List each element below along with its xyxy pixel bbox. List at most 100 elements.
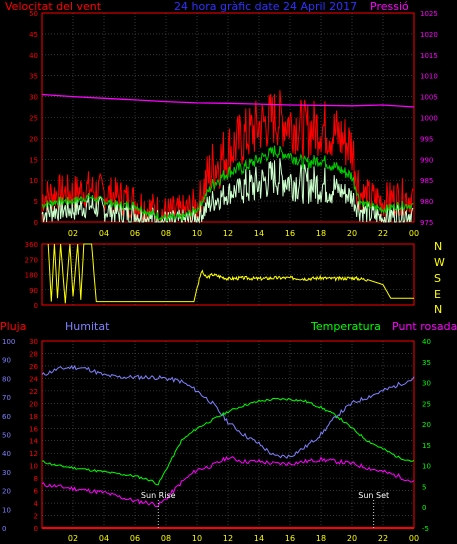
pressure-y-tick: 975	[420, 219, 433, 227]
wind-marks	[41, 90, 415, 224]
dewpoint-title: Punt rosada	[392, 320, 457, 333]
temperature-x-tick: 10	[192, 534, 202, 543]
temperature-x-tick: 00	[409, 534, 419, 543]
wind-y-tick: 0	[34, 219, 38, 227]
date-title: 24 hora gràfic date 24 April 2017	[174, 0, 357, 13]
temperature-x-tick: 18	[316, 534, 326, 543]
wind-x-tick: 04	[99, 229, 109, 238]
temperature-y-tick: 5	[422, 483, 426, 491]
humidity-title: Humitat	[65, 320, 110, 333]
wind-average-line	[41, 145, 414, 222]
wind-y-tick: 35	[29, 73, 38, 81]
rain-y-tick: 80	[2, 375, 11, 383]
humidity-y-tick: 18	[29, 413, 38, 421]
temperature-y-tick: 40	[422, 338, 431, 346]
temperature-x-tick: 14	[254, 534, 264, 543]
humidity-y-tick: 0	[34, 525, 38, 533]
temperature-x-tick: 02	[68, 534, 78, 543]
rain-y-tick: 10	[2, 506, 11, 514]
pressure-y-tick: 985	[420, 177, 433, 185]
direction-letter-n-bottom: N	[434, 303, 442, 316]
humidity-y-tick: 2	[34, 513, 38, 521]
wind-x-tick: 02	[68, 229, 78, 238]
wind-y-tick: 15	[29, 156, 38, 164]
rain-y-tick: 100	[2, 338, 15, 346]
sunset-label: Sun Set	[358, 491, 389, 500]
wind-y-tick: 40	[29, 52, 38, 60]
wind-x-tick: 06	[130, 229, 140, 238]
pressure-y-tick: 1020	[420, 31, 438, 39]
wind-y-tick: 45	[29, 31, 38, 39]
humidity-y-tick: 4	[34, 500, 39, 508]
wind-min-line	[41, 158, 414, 224]
humidity-y-tick: 26	[29, 363, 38, 371]
temperature-grid	[42, 341, 414, 528]
wind-x-tick: 22	[378, 229, 388, 238]
rain-title: Pluja	[0, 320, 26, 333]
direction-y-tick: 180	[25, 272, 38, 280]
temperature-y-tick: -5	[422, 525, 429, 533]
temperature-x-tick: 16	[285, 534, 295, 543]
direction-y-tick: 90	[29, 287, 38, 295]
pressure-y-tick: 1000	[420, 115, 438, 123]
tick-labels: 0510152025303540455097598098599099510001…	[2, 10, 438, 543]
direction-y-tick: 270	[25, 256, 38, 264]
direction-letter-s: S	[434, 272, 441, 285]
rain-y-tick: 60	[2, 413, 11, 421]
humidity-y-tick: 12	[29, 450, 38, 458]
wind-y-tick: 50	[29, 10, 38, 18]
humidity-y-tick: 10	[29, 463, 38, 471]
direction-grid	[42, 244, 414, 305]
temperature-y-tick: 10	[422, 463, 431, 471]
temperature-x-tick: 22	[378, 534, 388, 543]
wind-x-tick: 14	[254, 229, 264, 238]
temperature-y-tick: 35	[422, 359, 431, 367]
temperature-x-tick: 20	[347, 534, 357, 543]
humidity-y-tick: 22	[29, 388, 38, 396]
direction-marks	[47, 243, 414, 304]
temperature-y-tick: 0	[422, 504, 426, 512]
wind-y-tick: 30	[29, 94, 38, 102]
direction-y-tick: 0	[34, 302, 38, 310]
humidity-y-tick: 14	[29, 438, 38, 446]
pressure-line	[41, 93, 415, 108]
temperature-x-tick: 12	[223, 534, 233, 543]
humidity-y-tick: 16	[29, 425, 38, 433]
pressure-y-tick: 1015	[420, 52, 438, 60]
pressure-y-tick: 1005	[420, 94, 438, 102]
temperature-y-tick: 15	[422, 442, 431, 450]
humidity-y-tick: 28	[29, 350, 38, 358]
humidity-line	[41, 364, 415, 459]
temperature-y-tick: 30	[422, 380, 431, 388]
wind-x-tick: 10	[192, 229, 202, 238]
humidity-y-tick: 20	[29, 400, 38, 408]
temperature-y-tick: 25	[422, 400, 431, 408]
wind-y-tick: 20	[29, 135, 38, 143]
wind-x-tick: 08	[161, 229, 171, 238]
rain-y-tick: 30	[2, 469, 11, 477]
rain-y-tick: 70	[2, 394, 11, 402]
wind-title: Velocitat del vent	[5, 0, 102, 13]
dewpoint-line	[41, 455, 415, 508]
wind-direction-line	[47, 243, 414, 304]
rain-y-tick: 0	[2, 525, 6, 533]
temperature-marks: Sun Rise Sun Set	[41, 364, 415, 529]
wind-x-tick: 00	[409, 229, 419, 238]
pressure-y-tick: 995	[420, 135, 433, 143]
pressure-y-tick: 980	[420, 198, 433, 206]
temperature-line	[41, 397, 415, 486]
pressure-title: Pressió	[370, 0, 409, 13]
wind-y-tick: 25	[29, 115, 38, 123]
pressure-y-tick: 1010	[420, 73, 438, 81]
temperature-title: Temperatura	[310, 320, 381, 333]
temperature-x-tick: 06	[130, 534, 140, 543]
temperature-x-tick: 04	[99, 534, 109, 543]
wind-y-tick: 10	[29, 177, 38, 185]
humidity-y-tick: 30	[29, 338, 38, 346]
rain-y-tick: 40	[2, 450, 11, 458]
wind-x-tick: 12	[223, 229, 233, 238]
direction-letter-n-top: N	[434, 240, 442, 253]
humidity-y-tick: 8	[34, 475, 38, 483]
sunrise-label: Sun Rise	[141, 491, 176, 500]
